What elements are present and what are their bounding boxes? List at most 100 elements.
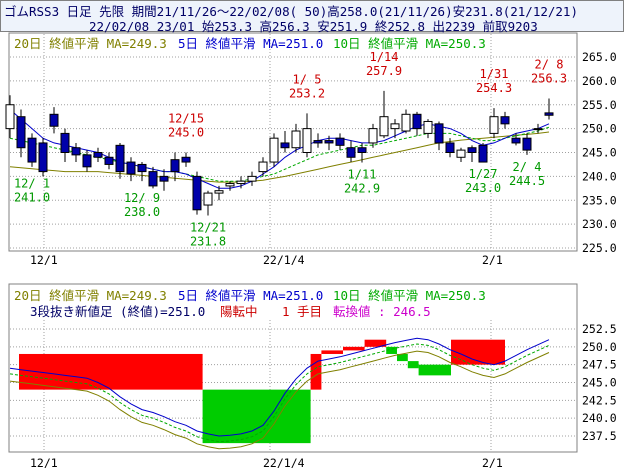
- x-label-lower-1: 22/1/4: [263, 456, 305, 470]
- candle-body-45: [500, 116, 510, 125]
- candle-7: [82, 150, 92, 172]
- candle-21: [236, 176, 246, 189]
- candle-17: [192, 171, 202, 215]
- candle-29: [324, 135, 334, 151]
- candle-44: [489, 108, 499, 139]
- candle-body-7: [82, 154, 92, 168]
- candle-body-37: [412, 113, 422, 130]
- candle-30: [335, 133, 345, 151]
- candle-32: [357, 142, 367, 163]
- candle-body-22: [247, 175, 257, 182]
- candle-body-34: [379, 116, 389, 137]
- candle-body-5: [60, 132, 70, 153]
- three-line-break-bricks: [19, 339, 505, 444]
- lower-y-tick-1: 240.0: [582, 411, 617, 425]
- candle-28: [313, 133, 323, 148]
- candle-body-15: [170, 159, 180, 173]
- candle-47: [522, 133, 532, 155]
- candlestick-series: [5, 90, 554, 216]
- annotation-date-8: 1/31: [480, 67, 509, 81]
- lower-y-tick-0: 237.5: [582, 429, 617, 443]
- lower-y-axis: 237.5 240.0 242.5 245.0 247.5 250.0 252.5: [582, 322, 617, 443]
- annotation-price-5: 242.9: [344, 182, 380, 196]
- lower-moving-averages: [9, 337, 550, 450]
- candle-body-42: [467, 147, 477, 154]
- candle-body-49: [544, 112, 554, 116]
- legend-ma20-upper: 20日 終値平滑 MA=249.3: [14, 36, 167, 51]
- candle-36: [401, 109, 411, 134]
- x-label-upper-1: 22/1/4: [263, 253, 305, 267]
- candle-49: [544, 98, 554, 120]
- candle-body-43: [478, 144, 488, 163]
- candle-body-12: [137, 163, 147, 173]
- annotation-price-2: 245.0: [168, 126, 204, 140]
- chart-title-bar: ゴムRSS3 日足 先限 期間21/11/26～22/02/08( 50)高25…: [0, 0, 624, 34]
- candle-body-28: [313, 140, 323, 144]
- candle-body-18: [203, 192, 213, 206]
- ma20-line-lower: [9, 350, 550, 450]
- candle-27: [302, 113, 312, 158]
- candle-15: [170, 152, 180, 182]
- lower-y-tick-6: 252.5: [582, 322, 617, 336]
- candle-body-41: [456, 149, 466, 158]
- candle-41: [456, 147, 466, 163]
- candle-34: [379, 90, 389, 139]
- candle-23: [258, 157, 268, 177]
- candle-35: [390, 119, 400, 139]
- upper-y-tick-0: 225.0: [582, 241, 617, 255]
- upper-y-tick-7: 260.0: [582, 74, 617, 88]
- candle-body-48: [533, 128, 543, 131]
- candle-0: [5, 95, 15, 139]
- candle-20: [225, 181, 235, 191]
- x-label-lower-2: 2/1: [482, 456, 503, 470]
- annotation-date-6: 1/14: [370, 50, 399, 64]
- candle-18: [203, 190, 213, 216]
- candle-14: [159, 169, 169, 191]
- candle-body-2: [27, 137, 37, 163]
- candle-body-35: [390, 123, 400, 130]
- annotation-price-4: 253.2: [289, 86, 325, 100]
- candle-4: [49, 107, 59, 134]
- brick-8: [407, 361, 419, 369]
- candle-body-39: [434, 123, 444, 144]
- candle-body-8: [93, 152, 103, 158]
- candle-25: [280, 131, 290, 153]
- candle-19: [214, 185, 224, 201]
- candle-body-30: [335, 137, 345, 146]
- annotation-price-0: 241.0: [14, 191, 50, 205]
- candle-body-27: [302, 128, 312, 153]
- candle-33: [368, 123, 378, 148]
- candle-body-36: [401, 113, 411, 132]
- candle-31: [346, 140, 356, 163]
- annotation-price-9: 244.5: [509, 174, 545, 188]
- annotation-price-3: 231.8: [190, 235, 226, 249]
- lower-y-tick-3: 245.0: [582, 376, 617, 390]
- x-label-upper-0: 12/1: [30, 253, 58, 267]
- candle-body-33: [368, 128, 378, 144]
- candle-12: [137, 162, 147, 182]
- candle-16: [181, 152, 191, 167]
- candle-body-44: [489, 116, 499, 134]
- candle-42: [467, 145, 477, 163]
- brick-3: [321, 350, 343, 354]
- lower-y-tick-4: 247.5: [582, 358, 617, 372]
- annotation-date-4: 1/ 5: [293, 72, 322, 86]
- candle-6: [71, 142, 81, 163]
- x-label-lower-0: 12/1: [30, 456, 58, 470]
- candle-body-6: [71, 147, 81, 156]
- candle-24: [269, 133, 279, 167]
- ma20-line-upper: [9, 131, 550, 183]
- annotation-date-5: 1/11: [348, 168, 377, 182]
- annotation-date-3: 12/21: [190, 221, 226, 235]
- annotation-date-2: 12/15: [168, 112, 204, 126]
- candle-8: [93, 147, 103, 163]
- brick-4: [343, 346, 365, 351]
- candle-body-0: [5, 104, 15, 130]
- candle-body-11: [126, 161, 136, 175]
- candle-5: [60, 128, 70, 163]
- candle-body-13: [148, 171, 158, 187]
- legend-ma5-lower: 5日 終値平滑 MA=251.0: [178, 288, 323, 303]
- candle-46: [511, 133, 521, 146]
- brick-7: [397, 353, 408, 362]
